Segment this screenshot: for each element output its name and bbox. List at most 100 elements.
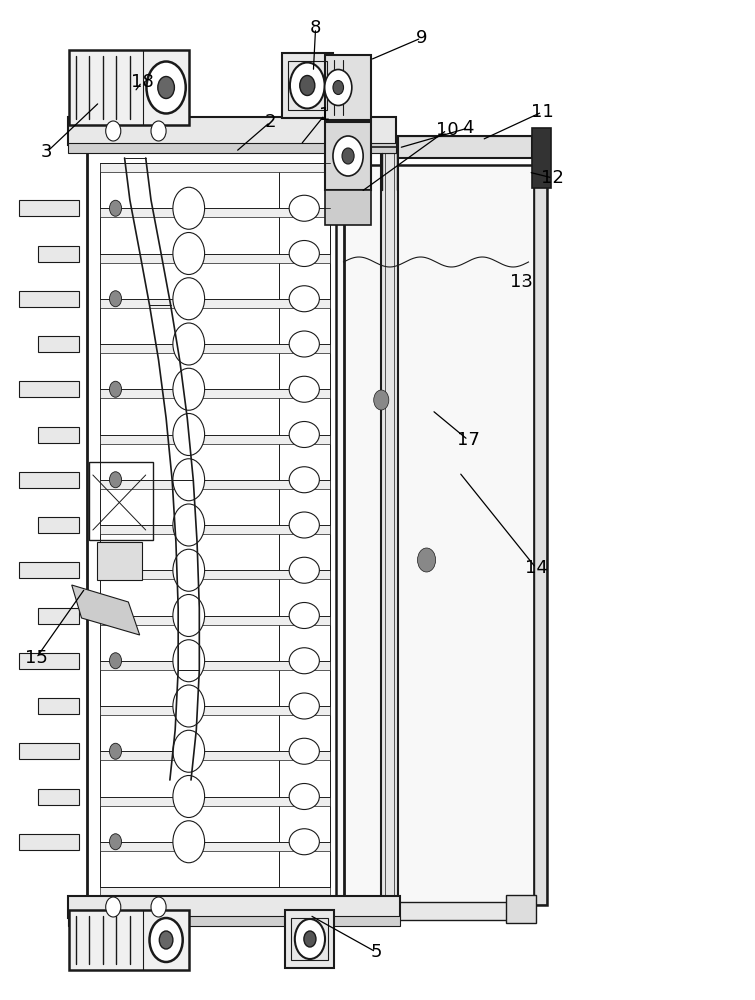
Circle shape <box>342 148 354 164</box>
Bar <box>100 163 330 887</box>
Text: 2: 2 <box>264 113 276 131</box>
Text: 12: 12 <box>541 169 564 187</box>
Text: 18: 18 <box>131 73 153 91</box>
Circle shape <box>374 390 389 410</box>
Bar <box>279 163 330 887</box>
Text: 17: 17 <box>457 431 479 449</box>
Bar <box>325 55 371 120</box>
Bar <box>38 788 79 804</box>
Bar <box>398 136 532 158</box>
Ellipse shape <box>289 376 319 402</box>
Ellipse shape <box>289 557 319 583</box>
Circle shape <box>294 919 325 959</box>
Bar <box>19 200 79 216</box>
Circle shape <box>109 834 122 850</box>
Bar <box>100 480 330 489</box>
Bar <box>19 562 79 578</box>
Circle shape <box>173 549 205 591</box>
Bar <box>100 842 330 851</box>
Bar <box>38 426 79 442</box>
Circle shape <box>173 504 205 546</box>
Circle shape <box>109 653 122 669</box>
Ellipse shape <box>289 648 319 674</box>
Text: 8: 8 <box>310 19 322 37</box>
Circle shape <box>173 323 205 365</box>
Bar <box>97 542 142 580</box>
Text: 3: 3 <box>41 143 53 161</box>
Bar <box>100 570 330 579</box>
Circle shape <box>325 70 352 105</box>
Ellipse shape <box>289 738 319 764</box>
Bar <box>100 163 330 172</box>
Bar <box>506 895 536 923</box>
Bar <box>100 525 330 534</box>
Bar <box>38 246 79 262</box>
Bar <box>381 153 398 918</box>
Text: 5: 5 <box>370 943 382 961</box>
Circle shape <box>290 62 325 108</box>
Circle shape <box>106 897 121 917</box>
Bar <box>100 616 330 624</box>
Bar <box>68 117 396 145</box>
Ellipse shape <box>289 467 319 493</box>
Ellipse shape <box>289 829 319 855</box>
Ellipse shape <box>289 422 319 448</box>
Bar <box>100 299 330 308</box>
Bar <box>19 472 79 488</box>
Text: 9: 9 <box>415 29 427 47</box>
Circle shape <box>109 743 122 759</box>
Bar <box>534 165 547 905</box>
Ellipse shape <box>289 286 319 312</box>
Bar <box>38 608 79 624</box>
Bar <box>291 918 328 960</box>
Bar <box>87 145 344 905</box>
Circle shape <box>151 121 166 141</box>
Circle shape <box>109 472 122 488</box>
Bar <box>100 434 330 444</box>
Bar <box>100 254 330 263</box>
Ellipse shape <box>289 602 319 629</box>
Bar <box>19 291 79 307</box>
Bar <box>38 336 79 352</box>
Circle shape <box>109 381 122 397</box>
Text: 10: 10 <box>436 121 458 139</box>
Circle shape <box>109 200 122 216</box>
Bar <box>19 834 79 850</box>
Bar <box>19 381 79 397</box>
Circle shape <box>173 233 205 275</box>
Bar <box>100 706 330 715</box>
Circle shape <box>173 278 205 320</box>
Bar <box>100 887 330 896</box>
Bar <box>68 143 396 153</box>
Ellipse shape <box>289 331 319 357</box>
Bar <box>285 910 334 968</box>
Bar <box>19 743 79 759</box>
Circle shape <box>158 77 174 99</box>
Circle shape <box>173 640 205 682</box>
Bar <box>38 517 79 533</box>
Circle shape <box>173 730 205 772</box>
Bar <box>19 653 79 669</box>
Circle shape <box>151 897 166 917</box>
Circle shape <box>173 594 205 637</box>
Text: 4: 4 <box>462 119 474 137</box>
Circle shape <box>106 121 121 141</box>
Ellipse shape <box>289 195 319 221</box>
Bar <box>100 389 330 398</box>
Bar <box>325 190 371 225</box>
Text: 11: 11 <box>531 103 553 121</box>
Bar <box>100 344 330 353</box>
Bar <box>100 661 330 670</box>
Circle shape <box>149 918 183 962</box>
Bar <box>282 53 333 118</box>
Bar <box>100 796 330 806</box>
Bar <box>68 896 400 918</box>
Bar <box>89 462 153 540</box>
Bar <box>69 910 189 970</box>
Bar <box>288 61 327 110</box>
Text: 1: 1 <box>319 106 331 124</box>
Bar <box>336 902 534 920</box>
Circle shape <box>173 459 205 501</box>
Circle shape <box>333 81 344 95</box>
Bar <box>100 208 330 217</box>
